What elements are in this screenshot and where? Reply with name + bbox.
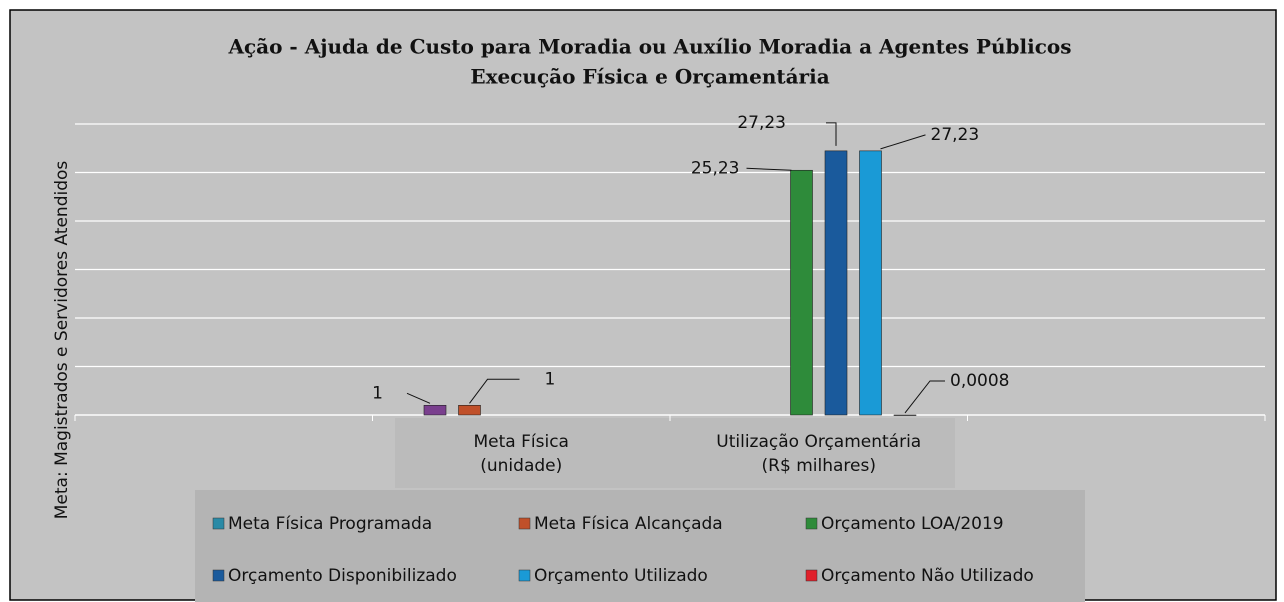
bar bbox=[423, 404, 447, 416]
legend-box bbox=[195, 490, 1085, 602]
leader-line bbox=[469, 378, 520, 404]
data-label: 1 bbox=[372, 383, 383, 403]
bar bbox=[824, 150, 848, 416]
chart-subtitle: Execução Física e Orçamentária bbox=[470, 65, 829, 89]
x-tick-label: Utilização Orçamentária (R$ milhares) bbox=[716, 432, 922, 476]
data-label: 27,23 bbox=[931, 125, 980, 145]
leader-line bbox=[746, 167, 792, 171]
leader-line bbox=[904, 380, 945, 414]
legend-swatch bbox=[518, 569, 531, 582]
leader-line bbox=[826, 122, 837, 146]
data-label: 25,23 bbox=[691, 158, 740, 178]
bar bbox=[893, 414, 917, 416]
chart-title: Ação - Ajuda de Custo para Moradia ou Au… bbox=[227, 35, 1071, 59]
legend-label: Meta Física Alcançada bbox=[534, 514, 723, 534]
data-label: 27,23 bbox=[737, 113, 786, 133]
legend-label: Orçamento Disponibilizado bbox=[228, 566, 457, 586]
data-label: 1 bbox=[545, 369, 556, 389]
legend-swatch bbox=[212, 517, 225, 530]
x-tick-label: Meta Física (unidade) bbox=[473, 432, 569, 476]
leader-line bbox=[880, 134, 926, 150]
bar bbox=[790, 169, 813, 416]
bar bbox=[859, 150, 882, 416]
legend-swatch bbox=[212, 569, 225, 582]
legend-label: Meta Física Programada bbox=[228, 514, 432, 534]
legend-label: Orçamento Não Utilizado bbox=[821, 566, 1034, 586]
y-axis-label: Meta: Magistrados e Servidores Atendidos bbox=[52, 161, 72, 520]
legend-swatch bbox=[805, 517, 818, 530]
legend-label: Orçamento Utilizado bbox=[534, 566, 708, 586]
leader-line bbox=[406, 392, 431, 404]
legend-swatch bbox=[518, 517, 531, 530]
bar bbox=[458, 404, 481, 416]
legend-swatch bbox=[805, 569, 818, 582]
legend-label: Orçamento LOA/2019 bbox=[821, 514, 1004, 534]
category-label-box bbox=[395, 418, 955, 488]
data-label: 0,0008 bbox=[950, 371, 1009, 391]
